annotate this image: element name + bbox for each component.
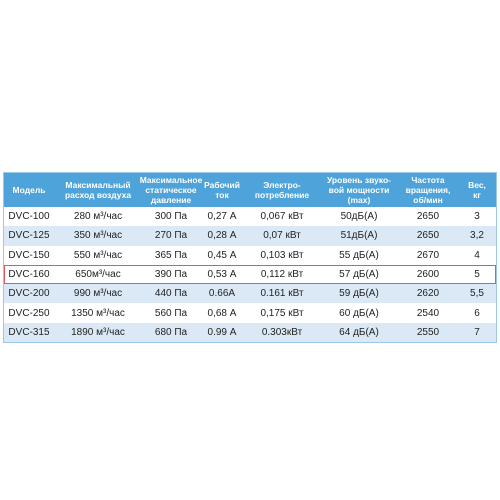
table-cell: DVC-100 [8, 211, 50, 223]
header-line: кг [473, 190, 481, 200]
header-cell: Рабочий ток [200, 173, 244, 207]
table-cell: 0.66А [208, 288, 236, 300]
table-cell: DVC-200 [8, 288, 50, 300]
table-cell: 2600 [416, 269, 440, 281]
table-cell: 4 [474, 249, 480, 261]
header-cell: Электро-потребление [244, 173, 320, 207]
table-cell: DVC-150 [8, 249, 50, 261]
header-cell: Частота вращения, об/мин [398, 173, 458, 207]
table-row: DVC-100 280 м³/час 300 Па 0,27 А 0,067 кВт 50… [4, 207, 496, 226]
table-cell: 3 [474, 211, 480, 223]
table-row: DVC-150 550 м³/час 365 Па 0,45 А 0,103 кВт 55… [4, 246, 496, 265]
header-line: ток [215, 190, 229, 200]
table-cell: 0,68 А [207, 307, 237, 319]
table-cell: 2650 [416, 211, 440, 223]
table-cell: 650м³/час [75, 269, 121, 281]
table-cell: 440 Па [154, 288, 188, 300]
table-cell: 0,45 А [207, 249, 237, 261]
header-cell: Уровень звуко-вой мощности (max) [320, 173, 398, 207]
header-line: Вес, [468, 180, 486, 190]
table-row: DVC-160 650м³/час 390 Па 0,53 А 0,112 кВт 57 … [4, 264, 496, 285]
table-row: DVC-125 350 м³/час 270 Па 0,28 А 0,07 кВт 51д… [4, 226, 496, 246]
table-cell: 0,103 кВт [260, 249, 304, 261]
table-cell: 50дБ(А) [340, 211, 378, 223]
header-line: давление [150, 195, 192, 205]
table-cell: 0.99 А [207, 326, 237, 338]
table-row: DVC-200 990 м³/час 440 Па 0.66А 0.161 кВт 59 … [4, 284, 496, 304]
header-cell: Вес, кг [458, 173, 496, 207]
header-line: Максимальное [139, 175, 203, 185]
header-line: Частота [411, 175, 445, 185]
table-cell: 2650 [416, 230, 440, 242]
table-cell: 0,07 кВт [263, 230, 301, 242]
table-cell: 59 дБ(А) [339, 288, 379, 300]
table-cell: 0.161 кВт [260, 288, 304, 300]
header-line: Максимальный [65, 180, 131, 190]
spec-table: Модель Максимальный расход воздуха Максимал… [3, 172, 497, 344]
header-cell: Максимальное статическое давление [139, 173, 203, 207]
table-cell: 0,175 кВт [260, 307, 304, 319]
table-cell: 2540 [416, 307, 440, 319]
header-line: об/мин [413, 195, 443, 205]
header-row: Модель Максимальный расход воздуха Максимал… [4, 173, 496, 207]
header-cell: Модель [4, 173, 54, 207]
header-line: Рабочий [204, 180, 240, 190]
header-line: статическое [145, 185, 197, 195]
table-cell: DVC-315 [8, 326, 50, 338]
table-cell: 2670 [416, 249, 440, 261]
table-row: DVC-315 1890 м³/час 680 Па 0.99 А 0.303кВт 64… [4, 322, 496, 343]
table-cell: DVC-250 [8, 307, 50, 319]
table-cell: 5 [474, 269, 480, 281]
table-cell: 350 м³/час [73, 230, 123, 242]
header-line: расход воздуха [64, 190, 132, 200]
table-cell: 560 Па [154, 307, 188, 319]
header-line: потребление [254, 190, 310, 200]
header-line: Уровень звуко- [326, 175, 392, 185]
table-cell: 3,2 [470, 230, 484, 242]
table-cell: 6 [474, 307, 480, 319]
table-cell: 280 м³/час [73, 211, 123, 223]
header-cell: Максимальный расход воздуха [54, 173, 142, 207]
header-line: вой мощности [328, 185, 390, 195]
table-cell: 57 дБ(А) [339, 269, 379, 281]
table-cell: 5,5 [470, 288, 484, 300]
table-cell: 680 Па [154, 326, 188, 338]
table-cell: 7 [474, 326, 480, 338]
table-cell: 2550 [416, 326, 440, 338]
table-cell: 60 дБ(А) [339, 307, 379, 319]
table-cell: 0,112 кВт [260, 269, 304, 281]
table-cell: 55 дБ(А) [339, 249, 379, 261]
table-cell: 64 дБ(А) [339, 326, 379, 338]
table-cell: DVC-125 [8, 230, 50, 242]
table-cell: DVC-160 [8, 269, 50, 281]
table-cell: 270 Па [154, 230, 188, 242]
table-cell: 1350 м³/час [71, 307, 125, 319]
header-line: Модель [12, 185, 46, 195]
header-line: Электро- [263, 180, 301, 190]
table-cell: 0,27 А [207, 211, 237, 223]
header-line: вращения, [405, 185, 451, 195]
table-cell: 1890 м³/час [71, 326, 125, 338]
table-cell: 365 Па [154, 249, 188, 261]
header-line: (max) [347, 195, 371, 205]
table-cell: 2620 [416, 288, 440, 300]
table-cell: 550 м³/час [73, 249, 123, 261]
table-cell: 0.303кВт [261, 326, 303, 338]
table-cell: 390 Па [154, 269, 188, 281]
table-cell: 0,067 кВт [260, 211, 304, 223]
table-cell: 51дБ(А) [340, 230, 378, 242]
table-cell: 0,28 А [207, 230, 237, 242]
table-cell: 990 м³/час [73, 288, 123, 300]
table-row: DVC-250 1350 м³/час 560 Па 0,68 А 0,175 кВт 6… [4, 303, 496, 322]
table-cell: 0,53 А [207, 269, 237, 281]
table-cell: 300 Па [154, 211, 188, 223]
